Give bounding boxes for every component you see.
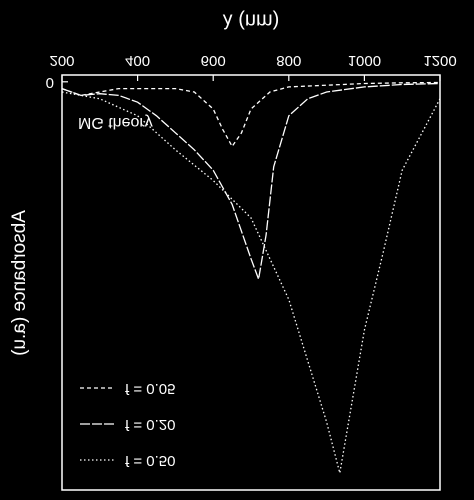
line bbox=[61, 82, 441, 282]
y-tick-label: 0 bbox=[46, 74, 54, 91]
x-tick-label: 800 bbox=[276, 52, 301, 69]
x-axis-label: λ (nm) bbox=[223, 10, 280, 32]
legend-label: f = 0.05 bbox=[125, 380, 175, 397]
x-tick-label: 1000 bbox=[348, 52, 381, 69]
legend-label: f = 0.20 bbox=[125, 416, 175, 433]
line bbox=[61, 91, 441, 474]
line bbox=[61, 81, 441, 148]
plot: λ (nm) Absorbance (a.u) MG theory 200 400… bbox=[9, 10, 457, 491]
annotation: MG theory bbox=[78, 114, 153, 131]
legend-label: f = 0.50 bbox=[125, 452, 175, 469]
x-tick-label: 1200 bbox=[423, 52, 456, 69]
x-tick-label: 200 bbox=[49, 52, 74, 69]
x-tick-label: 400 bbox=[125, 52, 150, 69]
y-axis-label: Absorbance (a.u) bbox=[9, 210, 30, 356]
frame bbox=[61, 74, 441, 491]
x-tick-label: 600 bbox=[201, 52, 226, 69]
